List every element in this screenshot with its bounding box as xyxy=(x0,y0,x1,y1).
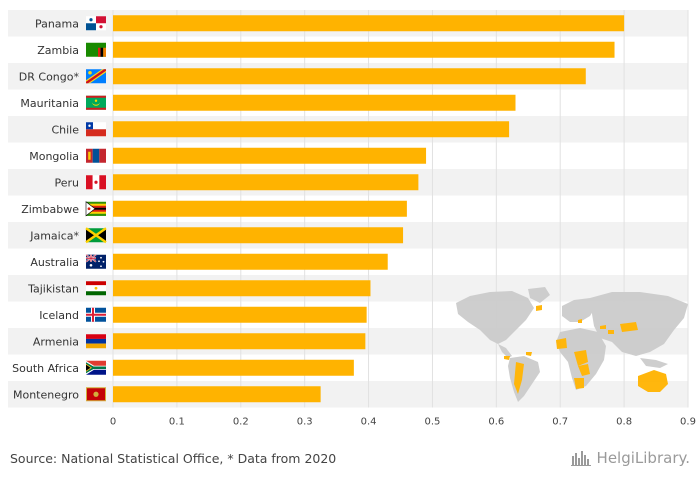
category-label: DR Congo* xyxy=(19,70,80,83)
x-tick-label: 0.3 xyxy=(297,417,313,428)
x-tick-label: 0.5 xyxy=(424,417,440,428)
zimbabwe-flag-icon xyxy=(85,201,106,217)
dr-congo-flag-icon xyxy=(86,69,106,84)
armenia-flag-icon xyxy=(86,334,106,349)
bar xyxy=(113,200,407,217)
bar xyxy=(113,227,404,244)
category-label: Australia xyxy=(30,256,79,269)
bar-chart: Panama Zambia DR Congo* Mauritania Chile Mong… xyxy=(8,10,696,428)
mongolia-flag-icon xyxy=(86,148,106,163)
south-africa-flag-icon xyxy=(86,360,106,375)
bar xyxy=(113,333,366,350)
category-label: South Africa xyxy=(12,362,79,375)
x-tick-label: 0.6 xyxy=(488,417,504,428)
category-label: Tajikistan xyxy=(27,282,79,295)
category-label: Jamaica* xyxy=(29,229,79,242)
x-tick-label: 0.4 xyxy=(361,417,377,428)
bar xyxy=(113,386,321,403)
chile-flag-icon xyxy=(86,122,106,137)
x-tick-labels: 0 0.1 0.2 0.3 0.4 0.5 0.6 0.7 0.8 0.9 xyxy=(110,417,696,428)
bar xyxy=(113,306,367,323)
bar xyxy=(113,359,354,376)
category-label: Peru xyxy=(54,176,79,189)
x-tick-label: 0.2 xyxy=(233,417,249,428)
bar xyxy=(113,121,510,138)
bar xyxy=(113,68,586,85)
iceland-flag-icon xyxy=(86,307,106,322)
australia-flag-icon xyxy=(85,254,106,269)
bar xyxy=(113,174,419,191)
tajikistan-flag-icon xyxy=(86,281,106,296)
bars xyxy=(113,15,625,403)
category-label: Zambia xyxy=(37,44,79,57)
x-tick-label: 0.9 xyxy=(680,417,696,428)
x-tick-label: 0.7 xyxy=(552,417,568,428)
bar xyxy=(113,41,615,58)
panama-flag-icon xyxy=(86,16,106,31)
category-labels: Panama Zambia DR Congo* Mauritania Chile Mong… xyxy=(12,17,79,401)
category-label: Mongolia xyxy=(29,150,79,163)
bar xyxy=(113,147,427,164)
bar xyxy=(113,253,388,270)
peru-flag-icon xyxy=(86,175,106,190)
montenegro-flag-icon xyxy=(86,387,106,402)
zambia-flag-icon xyxy=(86,42,106,57)
category-label: Armenia xyxy=(33,335,79,348)
jamaica-flag-icon xyxy=(85,227,107,244)
category-label: Zimbabwe xyxy=(21,203,79,216)
bar xyxy=(113,94,516,111)
category-label: Panama xyxy=(35,17,79,30)
brand-name: HelgiLibrary. xyxy=(596,449,690,467)
flags xyxy=(85,16,107,402)
source-note: Source: National Statistical Office, * D… xyxy=(10,451,337,466)
category-label: Montenegro xyxy=(13,388,79,401)
category-label: Mauritania xyxy=(20,97,79,110)
bar xyxy=(113,15,625,32)
x-tick-label: 0.8 xyxy=(616,417,632,428)
library-logo-icon xyxy=(570,451,591,466)
mauritania-flag-icon xyxy=(86,95,106,110)
x-tick-label: 0.1 xyxy=(169,417,185,428)
bar xyxy=(113,280,371,297)
category-label: Iceland xyxy=(39,309,79,322)
world-map-icon xyxy=(456,287,688,402)
x-tick-label: 0 xyxy=(110,417,116,428)
brand-logo: HelgiLibrary. xyxy=(570,449,690,467)
category-label: Chile xyxy=(51,123,79,136)
